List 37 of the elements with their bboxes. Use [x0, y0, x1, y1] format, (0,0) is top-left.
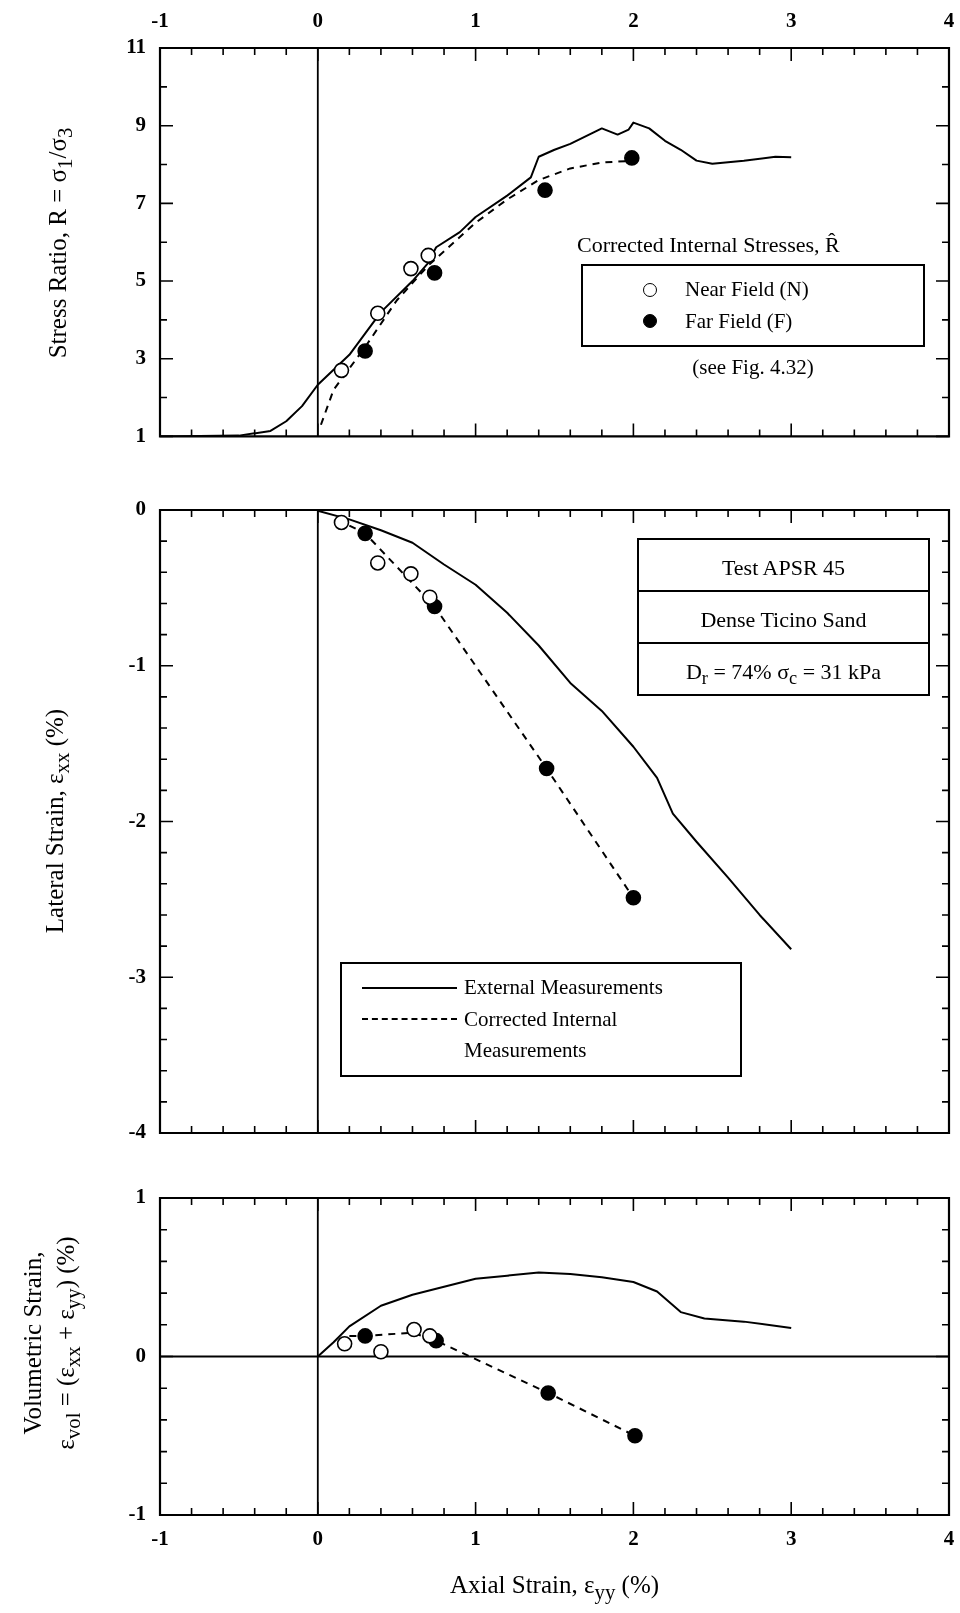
- y-tick-label: 1: [135, 1184, 146, 1209]
- y-tick-label: -2: [128, 807, 146, 832]
- y-tick-label: 7: [135, 189, 146, 214]
- legend-label: External Measurements: [464, 974, 663, 1001]
- annotation: (see Fig. 4.32): [691, 355, 815, 380]
- x-tick-label: 4: [943, 1526, 955, 1551]
- y-tick-label: 9: [135, 112, 146, 137]
- legend-label: Corrected Internal Measurements: [464, 1005, 619, 1064]
- legend-label: Far Field (F): [685, 307, 793, 335]
- x-tick-label: 3: [785, 1526, 797, 1551]
- y-tick-label: 0: [135, 1342, 146, 1367]
- y-tick-label: -4: [128, 1119, 147, 1144]
- x-tick-label: -1: [151, 7, 169, 32]
- y-tick-label: -1: [128, 652, 146, 677]
- x-tick-label: 3: [785, 7, 797, 32]
- x-tick-label: 1: [470, 7, 481, 32]
- x-tick-label: 4: [943, 7, 955, 32]
- x-axis-title: Axial Strain, ε$_{yy}$ (%): [449, 1571, 660, 1605]
- y-tick-label: -3: [128, 963, 146, 988]
- annotation: D$_{r}$ = 74% σ$_{c}$ = 31 kPa: [684, 658, 883, 691]
- legend-label: Near Field (N): [685, 276, 809, 303]
- y-tick-label: 1: [135, 422, 146, 447]
- x-tick-label: -1: [151, 1526, 169, 1551]
- y-tick-label: 5: [135, 267, 146, 292]
- x-tick-label: 0: [312, 1526, 324, 1551]
- text-box: Test APSR 45 Dense Ticino Sand D$_{r}$ = 74% σ$_{c}$ = 31 kPa: [637, 538, 930, 696]
- x-tick-label: 0: [312, 7, 324, 32]
- x-tick-label: 2: [628, 1526, 639, 1551]
- annotation: Dense Ticino Sand: [639, 592, 928, 644]
- y-tick-label: 11: [126, 34, 146, 59]
- legend-title: Corrected Internal Stresses, R̂: [577, 232, 841, 258]
- y-tick-label: -1: [128, 1501, 146, 1526]
- x-tick-label: 1: [470, 1526, 481, 1551]
- x-tick-label: 2: [628, 7, 639, 32]
- y-tick-label: 0: [135, 496, 146, 521]
- annotation: Test APSR 45: [639, 540, 928, 592]
- y-tick-label: 3: [135, 345, 146, 370]
